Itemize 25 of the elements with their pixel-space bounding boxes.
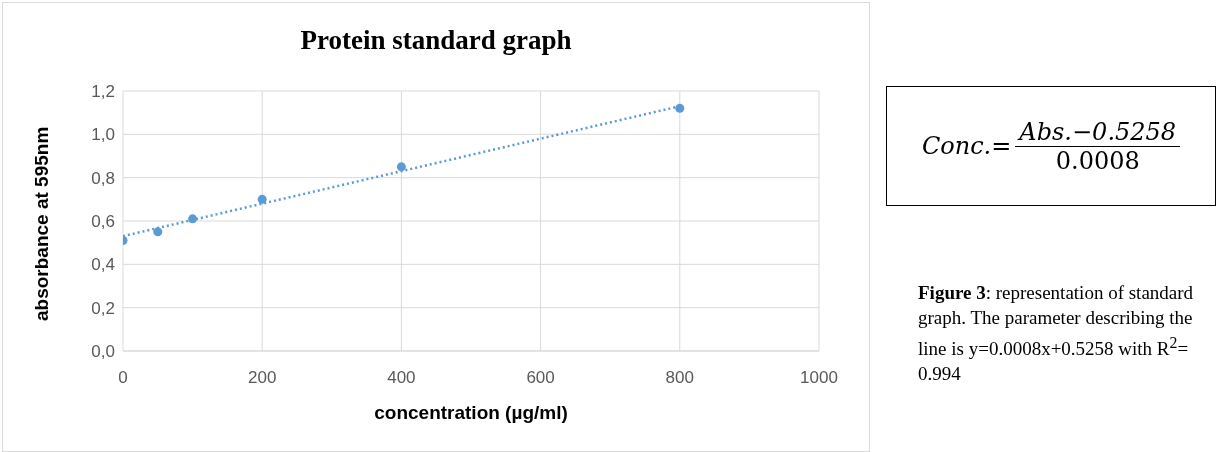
chart-title: Protein standard graph xyxy=(299,25,573,56)
text: Conc.= xyxy=(921,132,1012,160)
point xyxy=(675,103,685,113)
y-tick-label: 0,6 xyxy=(91,212,115,232)
x-tick-label: 1000 xyxy=(800,368,838,388)
x-tick-label: 200 xyxy=(248,368,277,388)
y-axis-title: absorbance at 595nm xyxy=(30,126,52,321)
y-tick-label: 1,0 xyxy=(91,125,115,145)
text: Abs.−0.5258 xyxy=(1015,117,1181,147)
point xyxy=(396,162,406,172)
x-tick-label: 600 xyxy=(526,368,555,388)
y-tick-label: 0,8 xyxy=(91,168,115,188)
text: Figure 3: representation of standard graph. The parameter describing the line is y=0.0008x+0.5258 with R$^{2}$= 0.994 xyxy=(918,282,1194,385)
x-tick-label: 800 xyxy=(665,368,694,388)
point xyxy=(188,214,198,224)
y-tick-label: 0,2 xyxy=(91,298,115,318)
point xyxy=(257,194,267,204)
y-tick-label: 1,2 xyxy=(91,82,115,102)
point xyxy=(153,227,163,237)
y-tick-label: 0,4 xyxy=(91,255,115,275)
x-tick-label: 400 xyxy=(387,368,416,388)
x-axis-title: concentration (µg/ml) xyxy=(374,402,568,423)
x-tick-label: 0 xyxy=(118,368,128,388)
y-tick-label: 0,0 xyxy=(91,342,115,362)
text: 0.0008 xyxy=(1054,146,1141,175)
